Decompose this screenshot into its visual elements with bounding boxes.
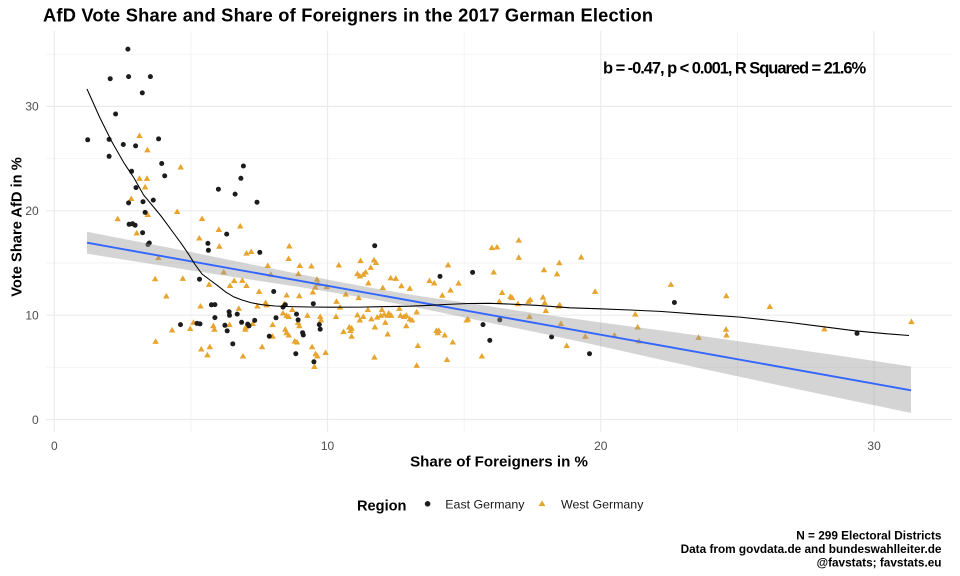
svg-text:West Germany: West Germany	[561, 498, 644, 512]
svg-text:10: 10	[321, 439, 335, 453]
svg-text:Vote Share AfD in %: Vote Share AfD in %	[10, 157, 26, 297]
svg-text:Region: Region	[357, 498, 407, 514]
svg-text:AfD Vote Share and Share of Fo: AfD Vote Share and Share of Foreigners i…	[43, 5, 653, 26]
svg-text:10: 10	[25, 309, 39, 323]
svg-text:Share of Foreigners in %: Share of Foreigners in %	[410, 453, 588, 470]
svg-text:b = -0.47, p < 0.001, R Square: b = -0.47, p < 0.001, R Squared = 21.6%	[603, 60, 867, 78]
svg-text:Data from govdata.de and bunde: Data from govdata.de and bundeswahlleite…	[681, 542, 942, 556]
svg-text:20: 20	[594, 439, 608, 453]
svg-text:30: 30	[25, 100, 39, 114]
svg-text:20: 20	[25, 204, 39, 218]
svg-text:N = 299 Electoral Districts: N = 299 Electoral Districts	[796, 529, 942, 543]
svg-text:30: 30	[867, 439, 881, 453]
svg-text:@favstats; favstats.eu: @favstats; favstats.eu	[817, 556, 942, 570]
svg-text:0: 0	[51, 439, 58, 453]
svg-text:East Germany: East Germany	[445, 498, 525, 512]
svg-text:0: 0	[32, 413, 39, 427]
